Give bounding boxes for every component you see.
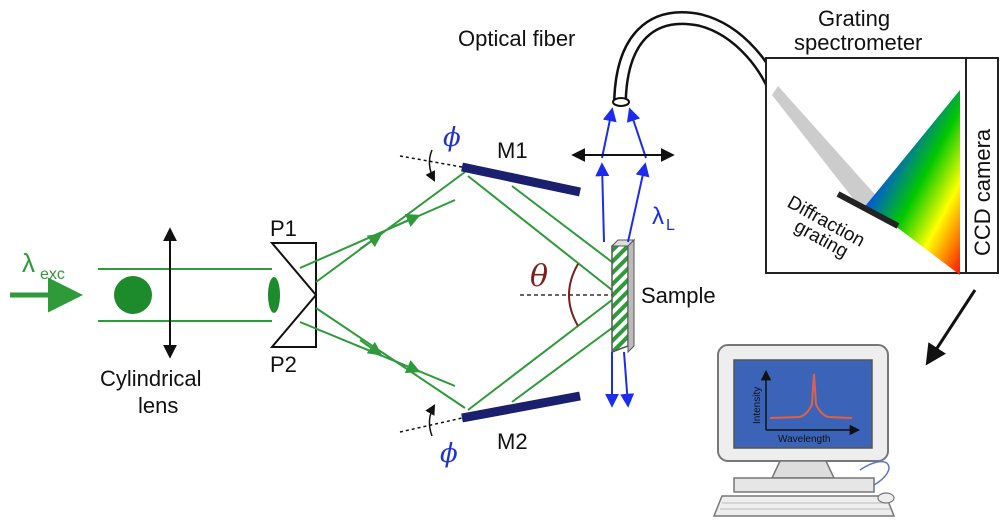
mirror-2-label: M2 [497, 429, 528, 454]
mirror-icon-2 [461, 391, 581, 423]
ccd-camera-label: CCD camera [970, 128, 995, 256]
phi-bottom-label: ϕ [440, 439, 458, 469]
optical-fiber-label: Optical fiber [458, 26, 575, 51]
cylindrical-lens-label-line2: lens [138, 393, 178, 418]
theta-indicator: θ [520, 259, 612, 327]
optical-fiber-icon [612, 11, 785, 107]
spectrometer-icon [765, 57, 999, 275]
mirror-1-label: M1 [497, 138, 528, 163]
sample-label: Sample [641, 283, 716, 308]
plot-ylabel: Intensity [752, 387, 763, 424]
spectrometer-label-line2: spectrometer [794, 30, 922, 55]
laser-lambda: λ [652, 203, 664, 230]
excitation-lambda: λ [22, 248, 35, 278]
prism-1-label: P1 [270, 216, 297, 241]
reflected-beams [467, 175, 613, 411]
laser-label: λ L [652, 203, 675, 234]
split-beams [299, 171, 466, 409]
excitation-subscript: exc [40, 266, 65, 283]
beam-cross-section [114, 276, 152, 314]
cylindrical-lens-label-line1: Cylindrical [100, 366, 201, 391]
mirror-icon [461, 162, 581, 197]
phi-top-indicator: ϕ [399, 123, 463, 182]
theta-label: θ [530, 259, 548, 294]
prism-icon [269, 242, 317, 348]
beam-arrows [359, 214, 421, 373]
laser-subscript: L [666, 217, 675, 234]
prism-2-label: P2 [270, 352, 297, 377]
input-beam [98, 268, 272, 322]
computer-icon [712, 344, 896, 517]
spectrometer-label-line1: Grating [818, 6, 890, 31]
phi-bottom-indicator: ϕ [399, 404, 463, 469]
line-focus [268, 277, 280, 313]
phi-top-label: ϕ [443, 123, 461, 153]
plot-xlabel: Wavelength [778, 434, 830, 445]
data-arrow [925, 289, 977, 366]
monitor-plot: Intensity Wavelength [752, 369, 861, 445]
spectrum-line [769, 373, 853, 419]
sample-icon [610, 238, 636, 354]
excitation-label: λ exc [22, 248, 65, 283]
